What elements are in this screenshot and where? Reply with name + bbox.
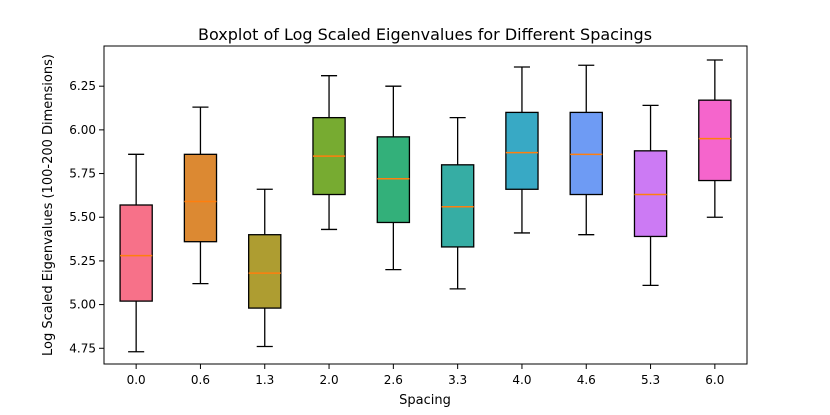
- x-tick-label: 6.0: [705, 373, 724, 387]
- y-tick-label: 6.00: [69, 123, 96, 137]
- y-tick-label: 5.25: [69, 254, 96, 268]
- x-tick-label: 4.0: [512, 373, 531, 387]
- box-spacing-5-3: [633, 104, 668, 287]
- iqr-box: [569, 111, 603, 196]
- iqr-box: [119, 204, 153, 302]
- box-spacing-0-0: [119, 153, 153, 353]
- chart-title: Boxplot of Log Scaled Eigenvalues for Di…: [198, 25, 652, 44]
- x-tick-label: 4.6: [577, 373, 596, 387]
- box-spacing-2-0: [312, 75, 346, 231]
- box-spacing-3-3: [440, 116, 475, 290]
- iqr-box: [698, 99, 732, 182]
- x-tick-label: 2.0: [320, 373, 339, 387]
- iqr-box: [376, 136, 411, 224]
- x-tick-label: 0.0: [127, 373, 146, 387]
- x-axis-label: Spacing: [399, 393, 451, 408]
- x-tick-label: 2.6: [384, 373, 403, 387]
- iqr-box: [505, 111, 539, 190]
- boxes-layer: [119, 59, 732, 353]
- box-spacing-2-6: [376, 85, 411, 271]
- plot-frame: [103, 45, 748, 365]
- box-spacing-4-0: [505, 66, 539, 234]
- box-spacing-1-3: [248, 188, 282, 348]
- y-tick-label: 5.75: [69, 167, 96, 181]
- iqr-box: [440, 164, 475, 248]
- x-tick-label: 0.6: [191, 373, 210, 387]
- x-tick-label: 3.3: [448, 373, 467, 387]
- y-tick-label: 5.00: [69, 298, 96, 312]
- iqr-box: [183, 153, 218, 243]
- x-tick-label: 1.3: [255, 373, 274, 387]
- iqr-box: [248, 234, 282, 309]
- y-tick-label: 4.75: [69, 341, 96, 355]
- x-tick-label: 5.3: [641, 373, 660, 387]
- y-tick-label: 6.25: [69, 79, 96, 93]
- box-spacing-0-6: [183, 106, 218, 285]
- iqr-box: [633, 150, 668, 238]
- box-spacing-4-6: [569, 64, 603, 236]
- y-axis-label: Log Scaled Eigenvalues (100-200 Dimensio…: [41, 54, 56, 356]
- box-spacing-6-0: [698, 59, 732, 218]
- y-axis-ticks: 4.75 5.00 5.25 5.50 5.75 6.00 6.25: [69, 79, 104, 355]
- x-axis-ticks: 0.0 0.6 1.3 2.0 2.6 3.3 4.0 4.6 5.3 6.0: [127, 364, 724, 387]
- y-tick-label: 5.50: [69, 210, 96, 224]
